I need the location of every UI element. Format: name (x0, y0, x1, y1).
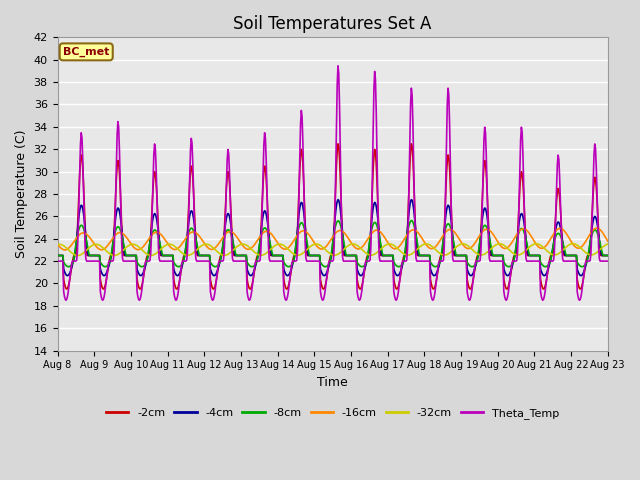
Legend: -2cm, -4cm, -8cm, -16cm, -32cm, Theta_Temp: -2cm, -4cm, -8cm, -16cm, -32cm, Theta_Te… (102, 403, 563, 423)
Text: BC_met: BC_met (63, 47, 109, 57)
Title: Soil Temperatures Set A: Soil Temperatures Set A (234, 15, 432, 33)
Y-axis label: Soil Temperature (C): Soil Temperature (C) (15, 130, 28, 258)
X-axis label: Time: Time (317, 376, 348, 389)
